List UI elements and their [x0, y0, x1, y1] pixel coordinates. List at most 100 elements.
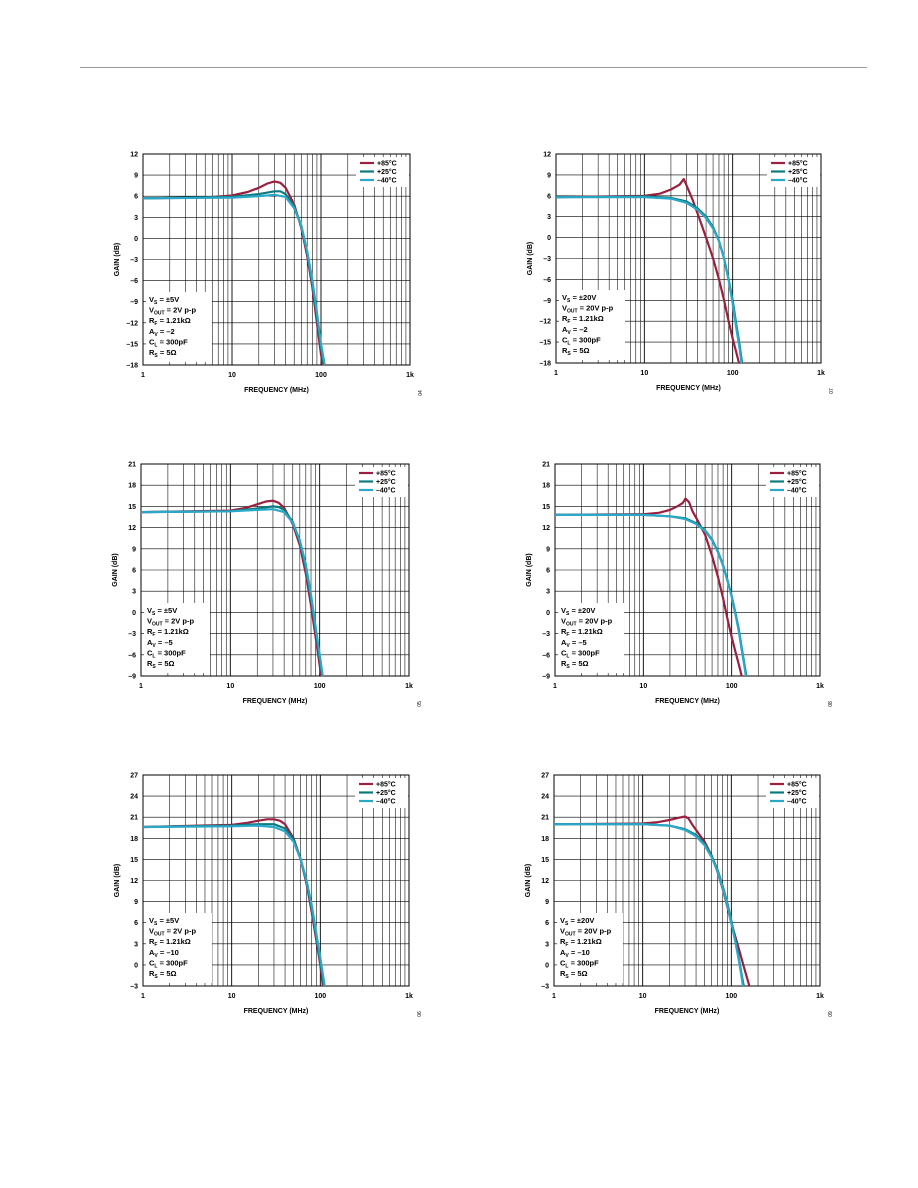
x-tick-label: 1 [141, 993, 145, 1000]
x-tick-label: 100 [315, 372, 327, 379]
y-tick-label: 18 [542, 483, 550, 490]
series-group [554, 815, 751, 986]
condition-line: VOUT = 2V p-p [149, 306, 196, 317]
legend-label: +85°C [377, 160, 397, 168]
y-tick-label: 6 [547, 193, 551, 200]
x-tick-label: 1k [816, 683, 824, 690]
y-tick-label: –9 [542, 674, 550, 681]
legend-label: +25°C [377, 168, 397, 176]
y-tick-label: –3 [130, 984, 138, 991]
y-tick-label: 24 [541, 794, 549, 801]
x-tick-label: 1 [554, 370, 558, 377]
y-tick-label: 21 [130, 815, 138, 822]
y-axis-title: GAIN (dB) [527, 242, 534, 275]
y-tick-label: 0 [134, 236, 138, 243]
condition-line: RS = 5Ω [560, 969, 588, 980]
chart-6: 27 24 21 18 15 12 9 6 3 0 –31 10 100 1k FREQUENCY (MHz… [525, 773, 834, 1017]
y-tick-label: 12 [541, 878, 549, 885]
y-tick-label: 3 [134, 215, 138, 222]
y-tick-label: 6 [134, 920, 138, 927]
series-line-3 [143, 193, 326, 365]
condition-line: VS = ±5V [147, 606, 177, 617]
x-axis-title: FREQUENCY (MHz) [243, 698, 308, 705]
y-tick-label: –12 [539, 319, 551, 326]
x-tick-label: 1 [553, 683, 557, 690]
condition-line: RF = 1.21kΩ [149, 316, 191, 327]
series-line-3 [554, 823, 744, 986]
y-tick-label: 18 [128, 483, 136, 490]
y-tick-label: –6 [543, 277, 551, 284]
y-tick-label: –3 [128, 631, 136, 638]
y-tick-label: 12 [543, 152, 551, 159]
header-rule [80, 67, 867, 68]
plot-frame [554, 463, 821, 677]
x-axis-title: FREQUENCY (MHz) [244, 1008, 309, 1015]
legend-label: –40°C [376, 798, 396, 806]
series-group [143, 180, 326, 365]
figure-id: 05 [417, 701, 423, 707]
y-tick-label: 9 [134, 899, 138, 906]
x-tick-label: 10 [639, 683, 647, 690]
y-tick-label: 3 [134, 941, 138, 948]
x-tick-label: 1k [405, 683, 413, 690]
y-tick-label: 3 [545, 941, 549, 948]
plot-frame [140, 463, 410, 677]
y-axis-title: GAIN (dB) [112, 553, 119, 586]
y-tick-label: 9 [546, 546, 550, 553]
y-tick-label: –3 [542, 631, 550, 638]
condition-line: RS = 5Ω [147, 659, 175, 670]
condition-line: CL = 300pF [562, 335, 601, 346]
y-tick-label: 0 [132, 610, 136, 617]
y-axis-title: GAIN (dB) [526, 553, 533, 586]
y-tick-label: –15 [126, 341, 138, 348]
y-axis-title: GAIN (dB) [114, 864, 121, 897]
legend-label: +25°C [787, 478, 807, 486]
series-group [555, 497, 748, 676]
chart-2: 12 9 6 3 0 –3 –6 –9 –12 –15 –181 10 100 1k FREQUENCY (… [527, 152, 835, 394]
conditions-box [559, 290, 625, 360]
x-tick-label: 10 [228, 993, 236, 1000]
y-tick-label: 6 [546, 568, 550, 575]
figure-id: 09 [828, 1011, 834, 1017]
x-tick-label: 10 [228, 372, 236, 379]
condition-line: AV = –10 [560, 948, 590, 959]
series-line-1 [556, 178, 741, 363]
legend-label: –40°C [787, 487, 807, 495]
y-tick-label: –9 [128, 674, 136, 681]
series-line-3 [555, 513, 747, 676]
x-axis-title: FREQUENCY (MHz) [656, 385, 721, 392]
plot-frame [553, 774, 821, 987]
legend-label: +85°C [788, 160, 808, 168]
y-tick-label: 6 [545, 920, 549, 927]
y-tick-label: 24 [130, 794, 138, 801]
condition-line: VOUT = 20V p-p [560, 927, 612, 938]
condition-line: AV = –10 [149, 948, 179, 959]
condition-line: VS = ±5V [149, 916, 179, 927]
y-tick-label: –6 [130, 278, 138, 285]
x-tick-label: 100 [725, 993, 737, 1000]
legend-label: +25°C [787, 789, 807, 797]
y-tick-label: 15 [542, 504, 550, 511]
x-tick-label: 10 [640, 370, 648, 377]
condition-line: RS = 5Ω [561, 659, 589, 670]
x-tick-label: 1 [141, 372, 145, 379]
condition-line: VOUT = 2V p-p [149, 927, 196, 938]
y-tick-label: 12 [542, 525, 550, 532]
x-axis-title: FREQUENCY (MHz) [244, 387, 309, 394]
legend-label: –40°C [376, 487, 396, 495]
condition-line: RF = 1.21kΩ [561, 627, 603, 638]
chart-5: 27 24 21 18 15 12 9 6 3 0 –31 10 100 1k FREQUENCY (MHz… [114, 773, 423, 1017]
y-tick-label: 15 [541, 857, 549, 864]
y-tick-label: 18 [541, 836, 549, 843]
y-tick-label: 3 [546, 589, 550, 596]
y-tick-label: 9 [547, 172, 551, 179]
y-tick-label: 21 [541, 815, 549, 822]
series-line-3 [143, 824, 326, 986]
legend-label: +85°C [787, 781, 807, 789]
chart-3: 21 18 15 12 9 6 3 0 –3 –6 –91 10 100 1k FREQUENCY (MHz… [112, 462, 423, 707]
y-tick-label: –3 [541, 984, 549, 991]
series-line-3 [141, 508, 324, 676]
y-axis-title: GAIN (dB) [114, 243, 121, 276]
y-tick-label: –6 [128, 652, 136, 659]
conditions-box [558, 603, 624, 673]
